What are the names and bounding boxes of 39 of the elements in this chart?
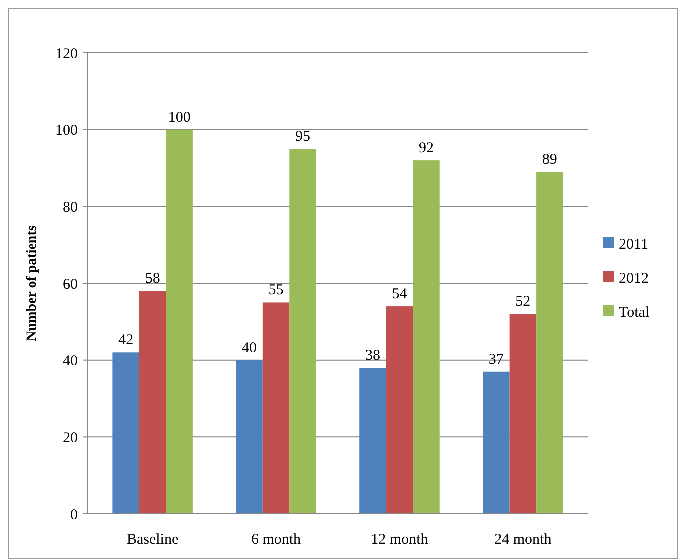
bar	[236, 360, 263, 514]
bar	[413, 160, 440, 514]
data-label: 42	[118, 332, 134, 349]
bar	[386, 306, 414, 514]
legend-label: 2012	[619, 270, 649, 287]
x-tick-label: 6 month	[251, 532, 302, 548]
bar	[536, 172, 564, 514]
y-tick-label: 60	[63, 276, 78, 293]
y-tick-label: 20	[63, 430, 78, 446]
data-label: 58	[145, 271, 160, 288]
x-tick-label: 24 month	[494, 532, 552, 548]
bar	[166, 130, 193, 514]
data-label: 55	[268, 282, 284, 299]
y-tick-label: 120	[56, 46, 78, 62]
data-label: 100	[168, 110, 191, 126]
y-tick-label: 0	[70, 507, 78, 524]
data-label: 52	[516, 294, 531, 310]
bar	[510, 314, 537, 514]
x-tick-label: Baseline	[126, 532, 179, 548]
data-label: 95	[296, 129, 311, 146]
legend-label: Total	[619, 304, 650, 321]
x-tick-label: 12 month	[371, 532, 429, 548]
y-tick-label: 80	[63, 200, 78, 216]
data-label: 92	[418, 140, 434, 157]
y-axis-title: Number of patients	[25, 225, 40, 342]
bar	[483, 372, 510, 514]
legend-label: 2011	[619, 236, 648, 253]
data-label: 54	[392, 286, 408, 303]
data-label: 40	[242, 340, 258, 356]
y-tick-label: 40	[63, 354, 78, 370]
bar	[112, 352, 140, 514]
bar	[360, 368, 386, 514]
data-label: 89	[542, 152, 558, 168]
bar	[139, 291, 166, 514]
data-label: 38	[365, 348, 380, 364]
bar	[262, 302, 290, 514]
y-tick-label: 100	[56, 123, 78, 140]
data-label: 37	[488, 352, 504, 368]
bar	[290, 149, 316, 514]
